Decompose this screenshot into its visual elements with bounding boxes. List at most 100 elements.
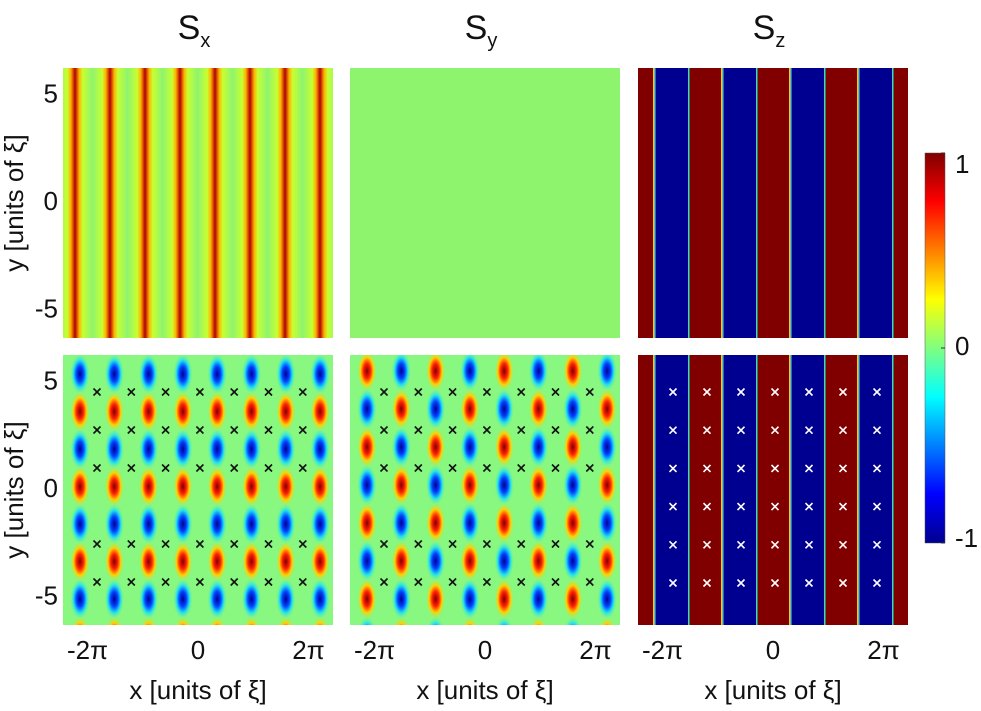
vortex-marker (736, 426, 746, 435)
vortex-marker (804, 502, 814, 511)
title-main: S (753, 9, 776, 47)
blob (174, 615, 192, 625)
vortex-marker (298, 425, 307, 435)
vortex-marker (702, 464, 712, 473)
blob (528, 540, 549, 582)
blob (241, 503, 262, 545)
blob (597, 502, 618, 544)
blob (243, 615, 260, 625)
heatmap-panel (350, 355, 620, 625)
title-sub: y (487, 30, 497, 52)
vortex-marker (804, 578, 814, 588)
blob (459, 426, 480, 468)
vortex-marker (770, 426, 780, 435)
blob (597, 464, 618, 506)
vortex-marker (298, 577, 307, 587)
vortex-marker (230, 463, 239, 473)
vortex-marker (736, 387, 746, 397)
blob (310, 465, 331, 508)
blob (494, 388, 515, 430)
vortex-marker (804, 540, 814, 549)
y-tick-label: 0 (44, 473, 58, 503)
blob (311, 615, 329, 625)
blob (207, 355, 228, 395)
blob (528, 388, 549, 430)
blob (172, 428, 193, 470)
x-tick-label: 2π (579, 635, 611, 665)
blob (138, 355, 159, 395)
vortex-marker (195, 425, 204, 435)
blob (275, 428, 296, 470)
blob (310, 578, 331, 620)
heatmap (63, 68, 333, 338)
vortex-marker (838, 502, 848, 511)
heatmap-panel (350, 68, 620, 338)
vortex-marker (517, 577, 526, 587)
blob (208, 615, 226, 625)
blob (104, 390, 125, 433)
blob (597, 355, 618, 392)
vortex-marker (298, 463, 307, 473)
vortex-marker (770, 464, 780, 473)
blob (597, 540, 618, 582)
blob (494, 578, 515, 620)
vortex-marker (517, 387, 526, 397)
blob (528, 578, 549, 620)
vortex-marker (92, 539, 102, 549)
blob (562, 502, 583, 544)
blob (598, 616, 616, 625)
vortex-marker (482, 387, 491, 397)
y-tick-label: -5 (35, 580, 58, 610)
vortex-marker (668, 502, 678, 511)
vortex-marker (838, 387, 848, 397)
blob (562, 426, 583, 468)
y-axis-label: y [units of ξ] (0, 421, 29, 558)
blob (427, 616, 444, 625)
blob (172, 465, 193, 508)
blob (70, 578, 90, 620)
vortex-marker (702, 578, 712, 588)
blob (562, 388, 583, 430)
vortex-marker (517, 539, 526, 549)
vortex-marker (379, 539, 389, 549)
blob (207, 390, 228, 433)
vortex-marker (264, 387, 273, 397)
vortex-marker (161, 539, 170, 549)
blob (104, 503, 125, 545)
blob (105, 615, 123, 625)
blob (528, 355, 549, 392)
blob (104, 578, 125, 620)
vortex-marker (92, 577, 102, 587)
blob (357, 502, 377, 544)
vortex-marker (448, 425, 457, 435)
blob (70, 428, 90, 470)
vortex-marker (872, 578, 882, 588)
panel-title: Sx (178, 9, 211, 52)
vortex-marker (379, 577, 389, 587)
vortex-marker (195, 577, 204, 587)
blob (528, 426, 549, 468)
blob (357, 578, 377, 620)
blob (241, 355, 262, 395)
vortex-marker (195, 539, 204, 549)
vortex-marker (379, 463, 389, 473)
blob (138, 503, 159, 545)
blob (597, 578, 618, 620)
x-tick-label: 2π (867, 635, 899, 665)
title-sub: x (200, 30, 210, 52)
vortex-marker (127, 425, 136, 435)
blob (275, 465, 296, 508)
vortex-marker (770, 387, 780, 397)
vortex-marker (736, 502, 746, 511)
blob (241, 390, 262, 433)
blob (391, 426, 412, 468)
x-tick-label: 0 (191, 635, 205, 665)
blob (425, 464, 446, 506)
vortex-marker (448, 577, 457, 587)
blob (494, 464, 515, 506)
blob (494, 502, 515, 544)
vortex-marker (379, 387, 389, 397)
vortex-marker (838, 578, 848, 588)
blob (425, 540, 446, 582)
